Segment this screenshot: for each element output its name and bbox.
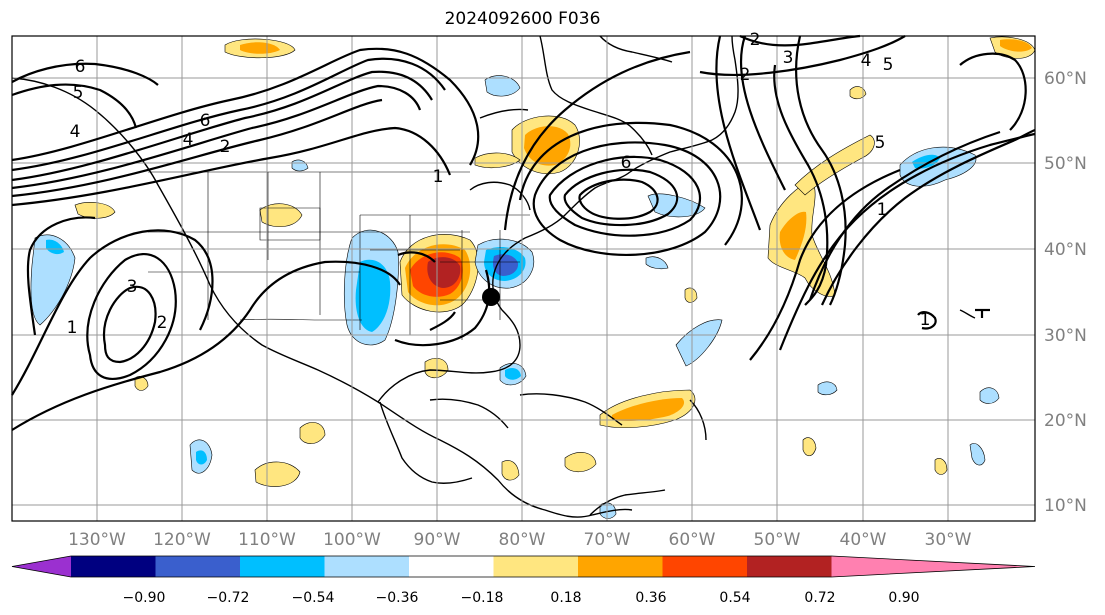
- contour-label: 5: [883, 55, 894, 75]
- contour-label: 4: [70, 122, 81, 142]
- lon-label: 110°W: [238, 530, 296, 550]
- contour-label: 3: [783, 48, 794, 68]
- borders: [148, 171, 560, 340]
- contour-label: 6: [75, 57, 86, 77]
- colorbar-tick-label: −0.36: [376, 590, 419, 606]
- lat-label: 60°N: [1044, 69, 1087, 89]
- colorbar-tick-label: 0.90: [888, 590, 919, 606]
- contour-label: 1: [67, 318, 78, 338]
- map-panel: 6 5 4 6 4 2 3 2 1 1 6 2 3 5 4 5 1 1 2: [11, 30, 1036, 522]
- colorbar-segment: [409, 556, 494, 577]
- lon-label: 100°W: [323, 530, 381, 550]
- contour-label: 2: [157, 313, 168, 333]
- colorbar-segment: [747, 556, 832, 577]
- lat-label: 30°N: [1044, 326, 1087, 346]
- colorbar-segment: [578, 556, 663, 577]
- colorbar-tick-label: 0.54: [719, 590, 750, 606]
- lon-label: 90°W: [414, 530, 461, 550]
- colorbar-extend-low: [12, 556, 71, 577]
- map-title: 2024092600 F036: [444, 9, 601, 29]
- storm-center-marker: [482, 288, 500, 306]
- map-frame: [11, 35, 1036, 522]
- lon-label: 120°W: [153, 530, 211, 550]
- colorbar-outline: [11, 555, 1036, 578]
- contour-label: 3: [127, 277, 138, 297]
- lon-label: 70°W: [584, 530, 631, 550]
- lon-label: 60°W: [669, 530, 716, 550]
- contour-labels: 6 5 4 6 4 2 3 2 1 1 6 2 3 5 4 5 1 1 2: [67, 30, 931, 338]
- contours: [11, 34, 1036, 431]
- colorbar-tick-label: −0.90: [123, 590, 166, 606]
- lon-label: 130°W: [68, 530, 126, 550]
- colorbar-tick-label: −0.18: [461, 590, 504, 606]
- lon-label: 80°W: [499, 530, 546, 550]
- lon-label: 40°W: [840, 530, 887, 550]
- contour-label: 4: [861, 51, 872, 71]
- colorbar-segment: [240, 556, 325, 577]
- colorbar-segment: [155, 556, 241, 577]
- colorbar-tick-label: −0.54: [292, 590, 335, 606]
- lat-label: 40°N: [1044, 240, 1087, 260]
- colorbar-tick-label: 0.36: [635, 590, 666, 606]
- contour-label: 4: [183, 130, 194, 150]
- colorbar-tick-label: −0.72: [207, 590, 250, 606]
- colorbar-extend-high: [831, 556, 1035, 577]
- colorbar-labels: −0.90 −0.72 −0.54 −0.36 −0.18 0.18 0.36 …: [123, 590, 920, 606]
- lon-label: 30°W: [925, 530, 972, 550]
- lat-label: 10°N: [1044, 496, 1087, 516]
- contour-label: 2: [220, 137, 231, 157]
- contour-label: 5: [875, 133, 886, 153]
- lon-label: 50°W: [754, 530, 801, 550]
- contour-label: 6: [200, 111, 211, 131]
- contour-label: 6: [621, 153, 632, 173]
- colorbar-segment: [324, 556, 410, 577]
- contour-label: 1: [877, 200, 888, 220]
- colorbar-segment: [493, 556, 579, 577]
- contour-label: 1: [920, 310, 931, 330]
- lat-label: 50°N: [1044, 154, 1087, 174]
- colorbar: [11, 555, 1036, 578]
- contour-label: 2: [750, 30, 761, 50]
- colorbar-tick-label: 0.72: [804, 590, 835, 606]
- contour-label: 1: [433, 167, 444, 187]
- longitude-labels: 130°W 120°W 110°W 100°W 90°W 80°W 70°W 6…: [68, 530, 972, 550]
- colorbar-segment: [71, 556, 156, 577]
- colorbar-segment: [662, 556, 748, 577]
- latitude-labels: 60°N 50°N 40°N 30°N 20°N 10°N: [1044, 69, 1087, 516]
- colorbar-tick-label: 0.18: [550, 590, 581, 606]
- lat-label: 20°N: [1044, 411, 1087, 431]
- contour-label: 2: [740, 65, 751, 85]
- contour-label: 5: [73, 83, 84, 103]
